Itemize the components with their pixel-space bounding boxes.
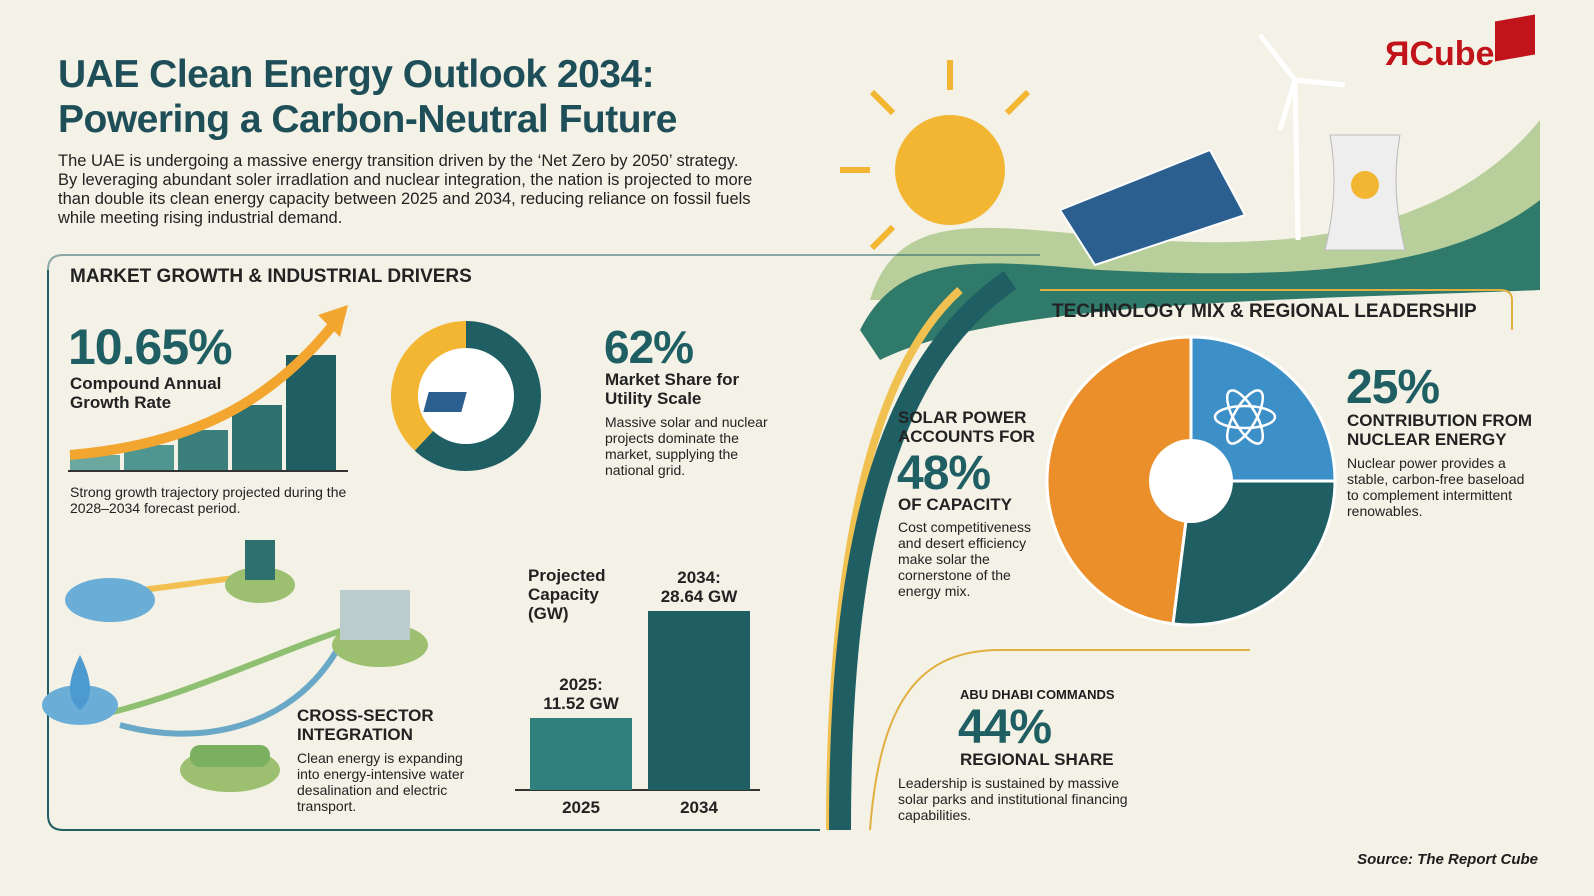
logo: ЯCube [1385, 35, 1495, 73]
bar-value-label: 28.64 GW [661, 587, 738, 606]
logo-cube-icon [1495, 14, 1535, 62]
cross-sector-illustration [42, 540, 428, 792]
nuclear-label: CONTRIBUTION FROM NUCLEAR ENERGY [1347, 411, 1533, 449]
bar-label: 2034: [677, 568, 720, 587]
cagr-value: 10.65% [68, 319, 233, 375]
cross-sector-label: CROSS-SECTOR INTEGRATION [297, 706, 434, 744]
wind-turbine-icon [1258, 33, 1346, 241]
pie-slice-other [1171, 479, 1337, 627]
solar-value: 48% [897, 447, 991, 500]
solar-panel-icon [1058, 148, 1247, 267]
source-note: Source: The Report Cube [1357, 851, 1538, 868]
capacity-title: Projected Capacity (GW) [528, 566, 606, 623]
solar-note: Cost competitiveness and desert efficien… [898, 519, 1032, 599]
abudhabi-post-label: REGIONAL SHARE [960, 750, 1114, 769]
intro-text: The UAE is undergoing a massive energy t… [58, 152, 753, 227]
bar-value-label: 11.52 GW [543, 694, 620, 713]
capacity-bar-chart: 2025:11.52 GW 2025 2034:28.64 GW 2034 [515, 568, 760, 817]
atom-icon [1213, 389, 1277, 445]
solar-post-label: OF CAPACITY [898, 495, 1012, 514]
share-note: Massive solar and nuclear projects domin… [605, 414, 768, 478]
bar-year-label: 2025 [562, 798, 600, 817]
pie-hole [1149, 439, 1233, 523]
sun-icon [840, 60, 1031, 251]
technology-mix-pie [1045, 335, 1337, 627]
share-label: Market Share for Utility Scale [605, 370, 740, 408]
bar-label: 2025: [559, 675, 602, 694]
donut-hole [418, 348, 514, 444]
solar-panel-icon [423, 392, 467, 412]
abudhabi-pre-label: ABU DHABI COMMANDS [960, 687, 1115, 702]
page-title: UAE Clean Energy Outlook 2034: Powering a… [58, 53, 677, 141]
growth-chart-icon [68, 305, 348, 472]
bar-year-label: 2034 [680, 798, 718, 817]
abudhabi-value: 44% [958, 701, 1052, 754]
bar-2025 [530, 718, 632, 790]
nuclear-value: 25% [1346, 361, 1440, 414]
market-share-donut [391, 321, 541, 471]
cross-sector-note: Clean energy is expanding into energy-in… [297, 750, 465, 814]
market-section-title: MARKET GROWTH & INDUSTRIAL DRIVERS [70, 266, 472, 287]
share-value: 62% [604, 321, 694, 373]
cagr-note: Strong growth trajectory projected durin… [70, 484, 347, 516]
solar-pre-label: SOLAR POWER ACCOUNTS FOR [898, 408, 1035, 446]
pie-slice-solar [1045, 335, 1193, 626]
nuclear-plant-icon [1324, 134, 1406, 251]
cagr-label: Compound Annual Growth Rate [70, 374, 222, 412]
tech-section-title: TECHNOLOGY MIX & REGIONAL LEADERSHIP [1052, 301, 1477, 322]
abudhabi-note: Leadership is sustained by massive solar… [898, 775, 1128, 823]
nuclear-note: Nuclear power provides a stable, carbon-… [1347, 455, 1525, 519]
bar-2034 [648, 611, 750, 790]
